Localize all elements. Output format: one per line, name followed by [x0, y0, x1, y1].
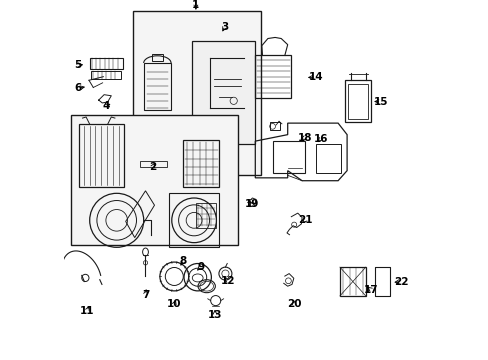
Text: 1: 1: [192, 0, 199, 10]
Text: 17: 17: [363, 285, 378, 295]
Text: 15: 15: [373, 96, 388, 107]
Text: 16: 16: [313, 134, 327, 144]
Text: 4: 4: [102, 101, 109, 111]
Text: 2: 2: [148, 162, 156, 172]
Bar: [79, 124, 123, 187]
Bar: [269, 122, 279, 130]
Text: 13: 13: [207, 310, 222, 320]
Text: 8: 8: [179, 256, 186, 266]
Bar: [168, 193, 219, 247]
Bar: [183, 140, 219, 187]
Bar: [91, 71, 121, 79]
Text: 3: 3: [221, 22, 228, 32]
Bar: [133, 11, 260, 175]
Text: 14: 14: [308, 72, 323, 82]
Bar: [339, 267, 365, 296]
Text: 21: 21: [297, 215, 312, 225]
Bar: [315, 144, 340, 173]
Bar: [196, 203, 215, 228]
Bar: [347, 84, 367, 119]
Text: 12: 12: [221, 276, 235, 286]
Bar: [192, 41, 255, 144]
Bar: [71, 115, 238, 245]
Text: 11: 11: [80, 306, 94, 316]
Text: 5: 5: [74, 60, 81, 70]
Bar: [374, 267, 389, 296]
Text: 20: 20: [286, 299, 301, 309]
Text: 7: 7: [142, 290, 149, 300]
Bar: [143, 63, 171, 110]
Bar: [152, 54, 163, 61]
Bar: [255, 55, 291, 98]
Text: 18: 18: [297, 132, 312, 143]
Bar: [374, 267, 389, 296]
Text: 19: 19: [244, 199, 258, 210]
Text: 10: 10: [167, 299, 181, 309]
Text: 6: 6: [74, 83, 81, 93]
Text: 9: 9: [197, 262, 203, 272]
Text: 22: 22: [393, 276, 407, 287]
Bar: [272, 141, 305, 173]
Bar: [345, 80, 370, 122]
Bar: [89, 58, 122, 69]
